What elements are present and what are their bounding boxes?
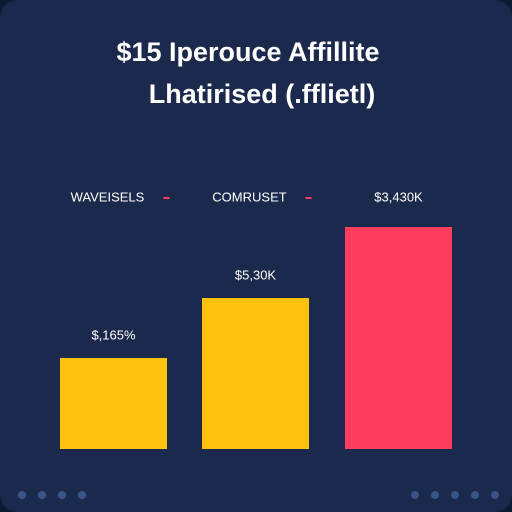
chart-subtitle: Lhatirised (.fflietl) bbox=[149, 79, 376, 109]
bar bbox=[345, 227, 452, 449]
category-label: WAVEISELS bbox=[71, 189, 145, 204]
value-label: $,165% bbox=[91, 327, 136, 342]
bar bbox=[60, 357, 167, 449]
category-label: COMRUSET bbox=[212, 189, 286, 204]
chart-title: $15 Iperouce Affillite bbox=[116, 37, 379, 67]
value-label: $3,430K bbox=[374, 189, 423, 204]
bar bbox=[202, 298, 309, 449]
dots bbox=[18, 491, 499, 499]
value-label: $5,30K bbox=[235, 267, 277, 282]
